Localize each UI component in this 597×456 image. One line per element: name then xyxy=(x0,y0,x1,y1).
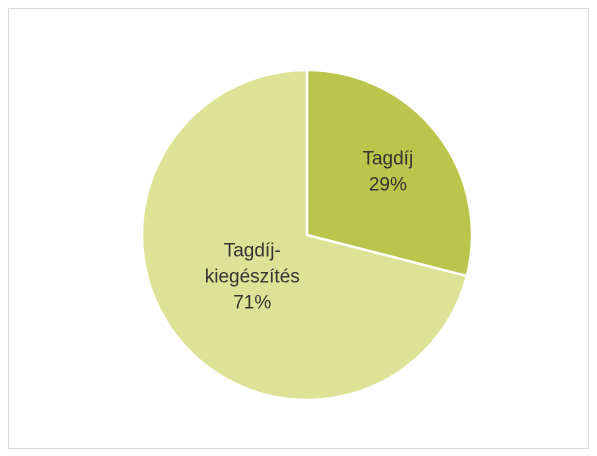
pie-slice xyxy=(305,68,474,278)
slice-value-label: 29% xyxy=(369,174,407,195)
slice-value-label: 71% xyxy=(233,292,271,313)
pie-slice xyxy=(140,68,469,402)
slice-category-label: Tagdíj-kiegészítés xyxy=(205,240,300,287)
slice-category-label: Tagdíj xyxy=(362,148,413,169)
